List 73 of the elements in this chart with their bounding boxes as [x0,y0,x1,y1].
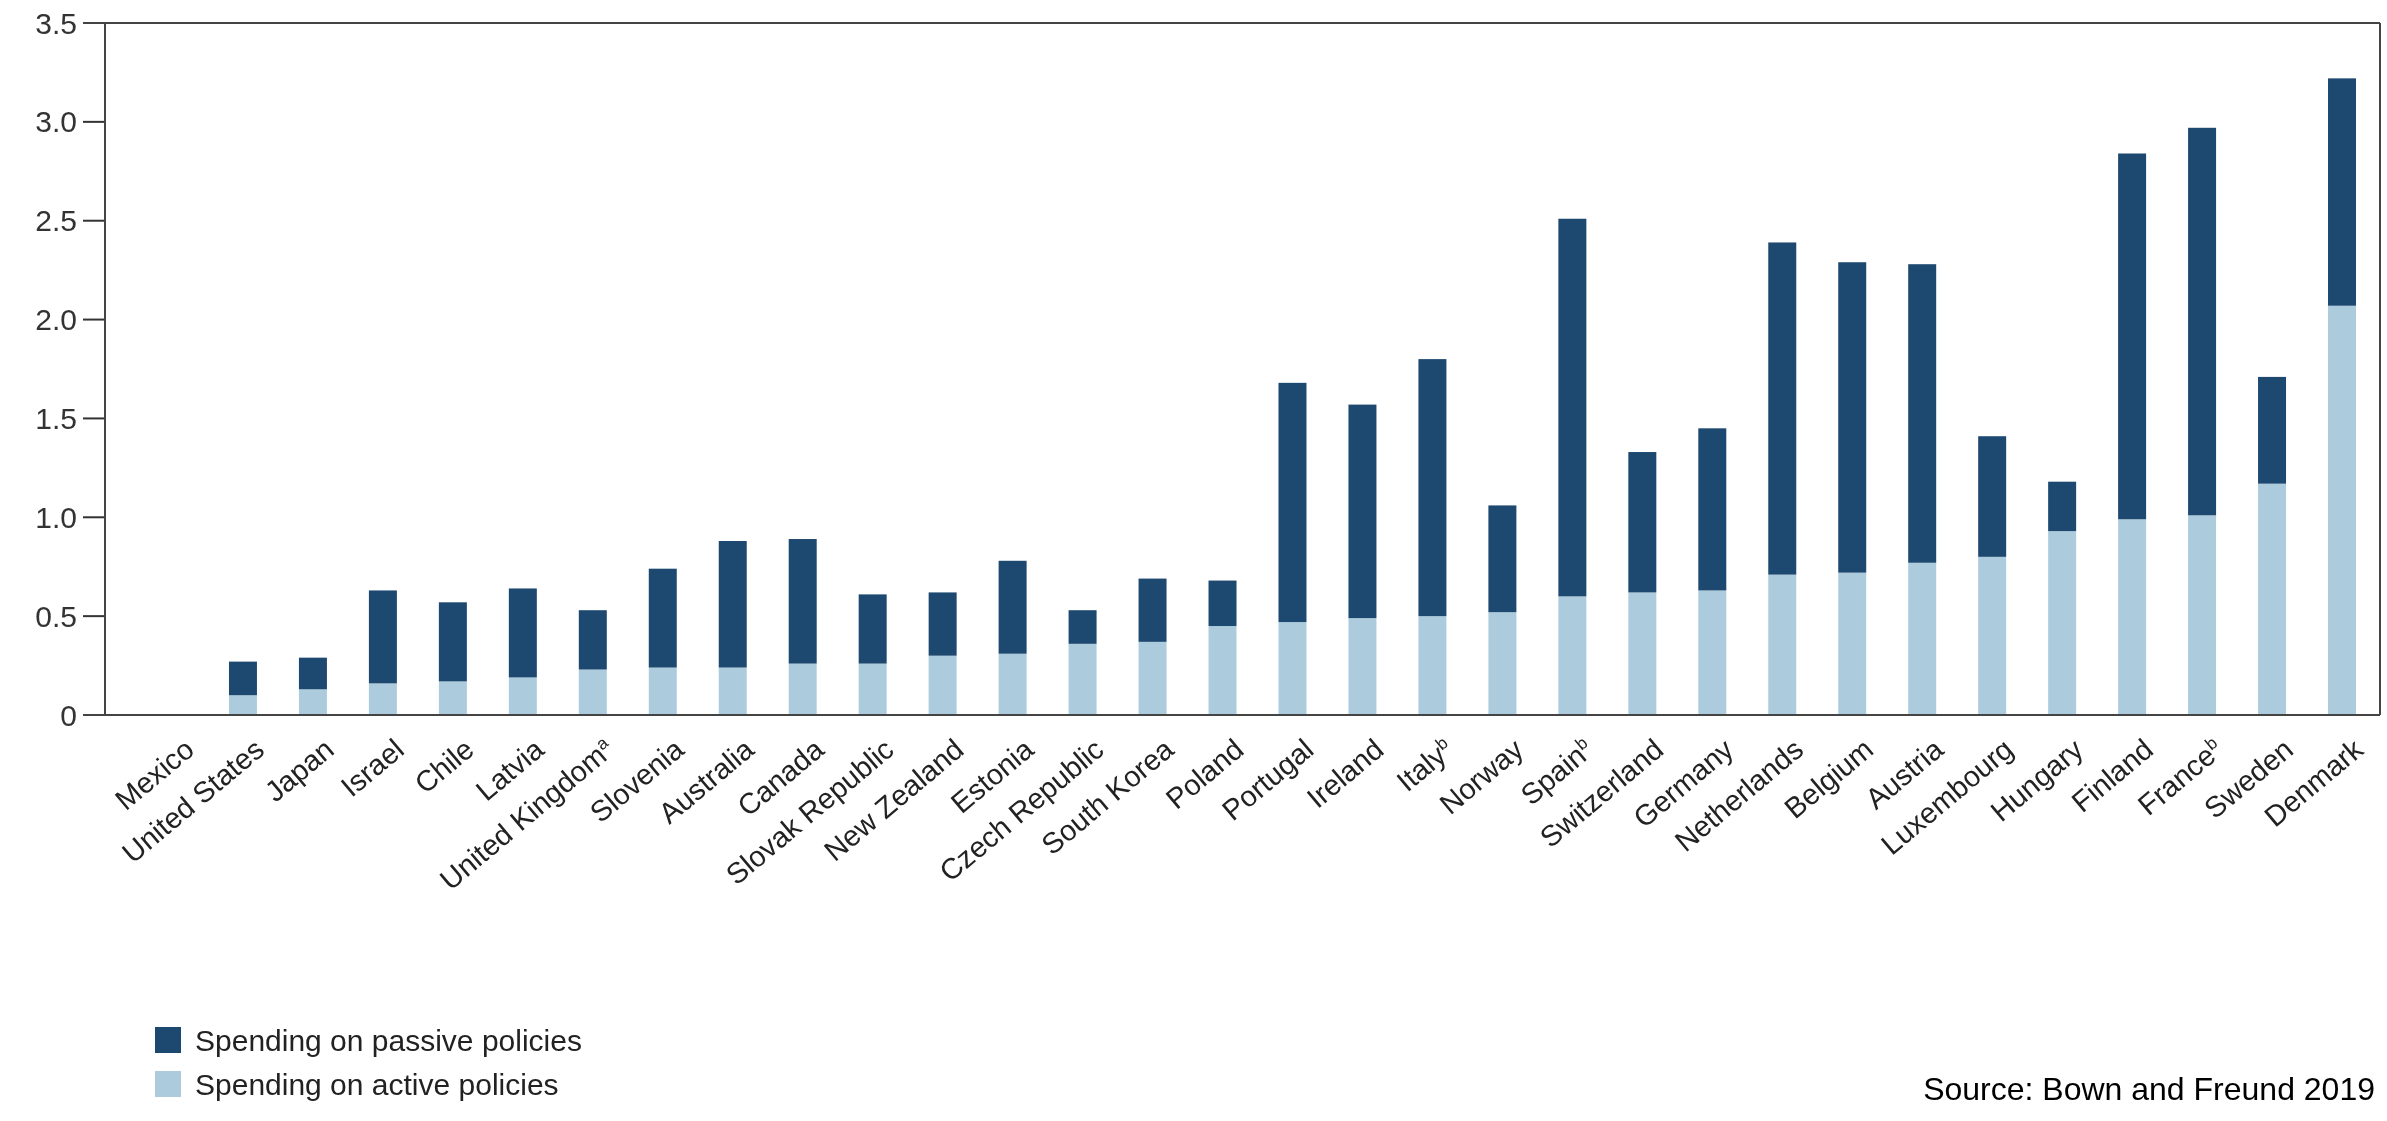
bar [998,653,1027,715]
bar [578,669,607,715]
bar [438,681,467,715]
bar [1068,610,1097,644]
bar [1208,580,1237,627]
bar [2048,481,2077,532]
bar [648,667,677,715]
bar [228,695,257,715]
bar [438,602,467,682]
bar [2188,515,2217,715]
bar [2328,305,2357,715]
bar [1278,622,1307,715]
bar [1068,643,1097,715]
source-note: Source: Bown and Freund 2019 [1923,1071,2375,1107]
bar [1768,574,1797,715]
bar [1558,596,1587,715]
bar [1628,452,1657,593]
bar [368,590,397,684]
bar [1348,618,1377,715]
legend-label: Spending on active policies [195,1067,559,1101]
bar [1908,264,1937,563]
bar [1138,578,1167,642]
bar [578,610,607,670]
bar [2328,78,2357,306]
y-tick-label: 0.5 [35,599,77,633]
legend-label: Spending on passive policies [195,1023,582,1057]
bar [298,689,327,715]
bar [1558,218,1587,597]
bar [508,677,537,715]
bar [1838,572,1867,715]
bar [2258,376,2287,484]
bar [928,592,957,656]
bar [1418,616,1447,715]
y-tick-label: 2.0 [35,303,77,337]
bar [1908,562,1937,715]
bar [2258,483,2287,715]
bar [788,663,817,715]
bar [1978,436,2007,557]
bar [1418,359,1447,617]
bar [2118,519,2147,715]
bar [298,657,327,690]
bar [718,541,747,668]
bar [928,655,957,715]
y-tick-label: 1.5 [35,401,77,435]
bar [1488,612,1517,715]
bar [2118,153,2147,520]
bar [368,683,397,715]
bar [1278,382,1307,623]
bar [788,539,817,664]
y-tick-label: 3.5 [35,6,77,40]
bar [1838,262,1867,573]
bar [718,667,747,715]
bar [858,663,887,715]
bar [1768,242,1797,575]
bar [228,661,257,696]
bar [998,560,1027,654]
bar [1208,626,1237,715]
bar [1978,556,2007,715]
bar [1628,592,1657,715]
bar [1698,590,1727,715]
bar [858,594,887,664]
bar [1138,641,1167,715]
bar [648,568,677,668]
y-tick-label: 1.0 [35,500,77,534]
bar [1488,505,1517,613]
bar [1348,404,1377,619]
bar [1698,428,1727,591]
bar [508,588,537,678]
bar [2188,127,2217,516]
y-tick-label: 2.5 [35,204,77,238]
bar [2048,531,2077,715]
y-tick-label: 0 [60,698,77,732]
y-tick-label: 3.0 [35,105,77,139]
